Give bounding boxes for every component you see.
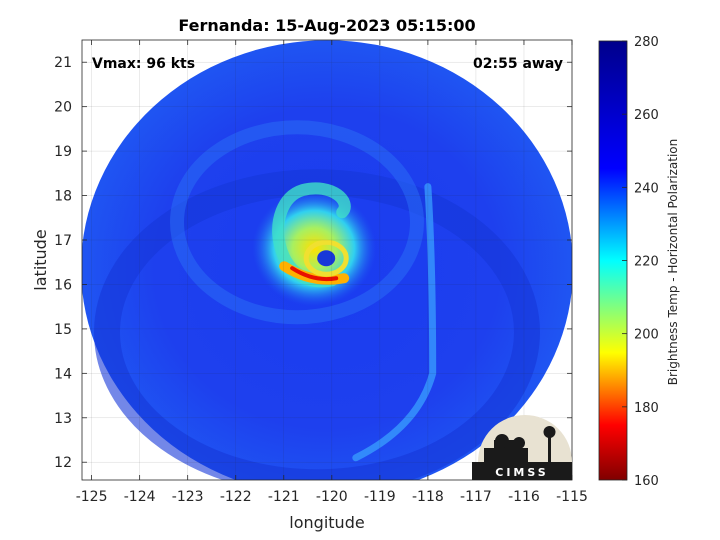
colorbar-tick-label: 260 <box>634 108 659 123</box>
y-tick-label: 18 <box>54 189 72 205</box>
colorbar-tick-label: 240 <box>634 181 659 196</box>
satellite-image <box>82 40 572 480</box>
x-tick-label: -122 <box>220 489 252 505</box>
x-tick-label: -118 <box>412 489 444 505</box>
y-tick-label: 17 <box>54 233 72 249</box>
eyewall-cold <box>290 266 339 282</box>
rain-band-east <box>352 183 437 462</box>
cimss-logo-dish-right <box>513 437 525 449</box>
cimss-logo-bar <box>472 462 572 480</box>
colorbar-tick-label: 200 <box>634 328 659 343</box>
y-tick-label: 12 <box>54 455 72 471</box>
colorbar-tick-label: 280 <box>634 35 659 50</box>
swath-light-band <box>170 120 424 325</box>
colorbar-label: Brightness Temp - Horizontal Polarizatio… <box>666 139 680 386</box>
x-tick-label: -125 <box>76 489 108 505</box>
y-tick-label: 21 <box>54 55 72 71</box>
cimss-logo-building <box>484 448 528 462</box>
x-tick-label: -119 <box>364 489 396 505</box>
axes-box <box>81 39 573 481</box>
y-tick-label: 14 <box>54 366 72 382</box>
cimss-logo-tower <box>548 436 551 462</box>
swath-outer-band <box>94 169 540 480</box>
colorbar-tick-label: 180 <box>634 401 659 416</box>
x-axis-label: longitude <box>289 513 364 532</box>
storm-eye <box>317 250 336 267</box>
x-tick-label: -115 <box>556 489 588 505</box>
y-axis-label: latitude <box>31 229 50 290</box>
cimss-logo: CIMSS <box>472 415 572 480</box>
y-axis-ticks: 12 13 14 15 16 17 18 19 20 21 <box>54 55 572 471</box>
colorbar-tick-label: 160 <box>634 474 659 489</box>
y-tick-label: 19 <box>54 144 72 160</box>
x-axis-ticks: -125 -124 -123 -122 -121 -120 -119 -118 -117 -116… <box>76 40 588 505</box>
y-tick-label: 13 <box>54 411 72 427</box>
y-tick-label: 20 <box>54 100 72 116</box>
chart-title: Fernanda: 15-Aug-2023 05:15:00 <box>178 16 475 35</box>
eyewall-ring <box>303 239 349 277</box>
time-offset-label: 02:55 away <box>473 56 563 72</box>
x-tick-label: -124 <box>124 489 156 505</box>
vmax-label: Vmax: 96 kts <box>92 56 195 72</box>
cimss-logo-tower-tank <box>543 426 556 438</box>
cimss-logo-dish-left <box>495 434 509 448</box>
y-tick-label: 16 <box>54 277 72 293</box>
colorbar-ticks: 160 180 200 220 240 260 280 <box>622 35 659 489</box>
x-tick-label: -116 <box>508 489 540 505</box>
x-tick-label: -120 <box>316 489 348 505</box>
x-tick-label: -121 <box>268 489 300 505</box>
x-tick-label: -117 <box>460 489 492 505</box>
colorbar-tick-label: 220 <box>634 255 659 270</box>
y-tick-label: 15 <box>54 322 72 338</box>
x-tick-label: -123 <box>172 489 204 505</box>
cimss-logo-text: CIMSS <box>495 466 548 479</box>
